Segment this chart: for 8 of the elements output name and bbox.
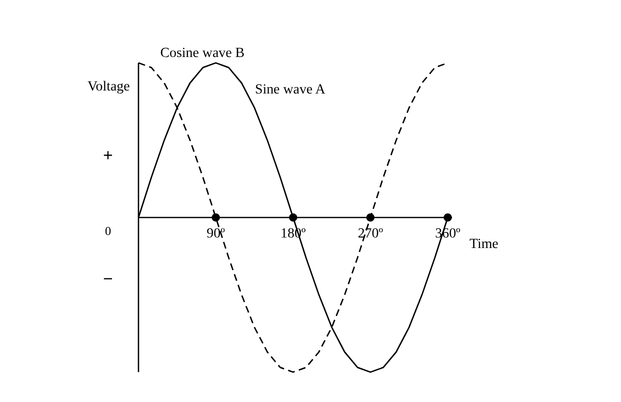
series-label: Cosine wave B (160, 46, 245, 61)
text: 0 (104, 224, 112, 238)
y-axis-title: Voltage (87, 79, 130, 94)
text: − (103, 268, 114, 289)
text: + (103, 144, 114, 165)
series-label: Sine wave A (254, 82, 326, 98)
x-tick-label: 270º (358, 226, 384, 242)
x-axis-title: Time (469, 236, 498, 252)
